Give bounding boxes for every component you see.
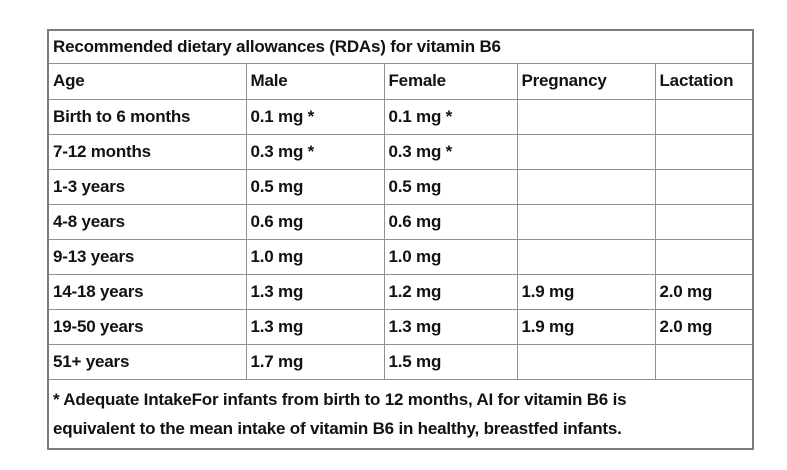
cell-lactation: 2.0 mg	[654, 308, 754, 345]
table-row: 4-8 years 0.6 mg 0.6 mg	[47, 203, 754, 240]
cell-female: 1.3 mg	[383, 308, 518, 345]
cell-age: 1-3 years	[47, 168, 247, 205]
footnote-line-1: * Adequate IntakeFor infants from birth …	[53, 389, 627, 409]
table-row: 9-13 years 1.0 mg 1.0 mg	[47, 238, 754, 275]
cell-pregnancy	[516, 343, 656, 380]
cell-age: 51+ years	[47, 343, 247, 380]
table-row: Birth to 6 months 0.1 mg * 0.1 mg *	[47, 98, 754, 135]
col-header-pregnancy: Pregnancy	[516, 62, 656, 100]
cell-female: 0.6 mg	[383, 203, 518, 240]
cell-pregnancy	[516, 133, 656, 170]
col-header-male: Male	[245, 62, 385, 100]
footnote: * Adequate IntakeFor infants from birth …	[47, 378, 754, 450]
table-row: 51+ years 1.7 mg 1.5 mg	[47, 343, 754, 380]
cell-lactation	[654, 168, 754, 205]
cell-age: 9-13 years	[47, 238, 247, 275]
cell-pregnancy	[516, 98, 656, 135]
cell-female: 0.1 mg *	[383, 98, 518, 135]
cell-age: 19-50 years	[47, 308, 247, 345]
cell-age: 7-12 months	[47, 133, 247, 170]
col-header-age: Age	[47, 62, 247, 100]
cell-age: Birth to 6 months	[47, 98, 247, 135]
cell-pregnancy	[516, 168, 656, 205]
header-row: Age Male Female Pregnancy Lactation	[47, 62, 754, 100]
cell-male: 1.3 mg	[245, 273, 385, 310]
cell-lactation	[654, 133, 754, 170]
col-header-lactation: Lactation	[654, 62, 754, 100]
cell-lactation	[654, 343, 754, 380]
cell-pregnancy	[516, 238, 656, 275]
cell-male: 0.5 mg	[245, 168, 385, 205]
cell-pregnancy: 1.9 mg	[516, 273, 656, 310]
footnote-line-2: equivalent to the mean intake of vitamin…	[53, 418, 622, 438]
cell-lactation	[654, 238, 754, 275]
cell-male: 0.3 mg *	[245, 133, 385, 170]
cell-lactation	[654, 98, 754, 135]
cell-pregnancy: 1.9 mg	[516, 308, 656, 345]
cell-lactation: 2.0 mg	[654, 273, 754, 310]
table-row: 19-50 years 1.3 mg 1.3 mg 1.9 mg 2.0 mg	[47, 308, 754, 345]
table-title: Recommended dietary allowances (RDAs) fo…	[47, 29, 754, 64]
cell-age: 4-8 years	[47, 203, 247, 240]
cell-male: 1.0 mg	[245, 238, 385, 275]
cell-female: 0.3 mg *	[383, 133, 518, 170]
table-row: 7-12 months 0.3 mg * 0.3 mg *	[47, 133, 754, 170]
cell-male: 1.7 mg	[245, 343, 385, 380]
cell-pregnancy	[516, 203, 656, 240]
cell-female: 1.0 mg	[383, 238, 518, 275]
cell-male: 0.1 mg *	[245, 98, 385, 135]
rda-table: Recommended dietary allowances (RDAs) fo…	[47, 29, 755, 450]
cell-female: 1.5 mg	[383, 343, 518, 380]
cell-male: 1.3 mg	[245, 308, 385, 345]
table-row: 1-3 years 0.5 mg 0.5 mg	[47, 168, 754, 205]
table-row: 14-18 years 1.3 mg 1.2 mg 1.9 mg 2.0 mg	[47, 273, 754, 310]
title-row: Recommended dietary allowances (RDAs) fo…	[47, 29, 754, 64]
cell-female: 1.2 mg	[383, 273, 518, 310]
col-header-female: Female	[383, 62, 518, 100]
cell-male: 0.6 mg	[245, 203, 385, 240]
footnote-row: * Adequate IntakeFor infants from birth …	[47, 378, 754, 450]
cell-age: 14-18 years	[47, 273, 247, 310]
cell-lactation	[654, 203, 754, 240]
cell-female: 0.5 mg	[383, 168, 518, 205]
